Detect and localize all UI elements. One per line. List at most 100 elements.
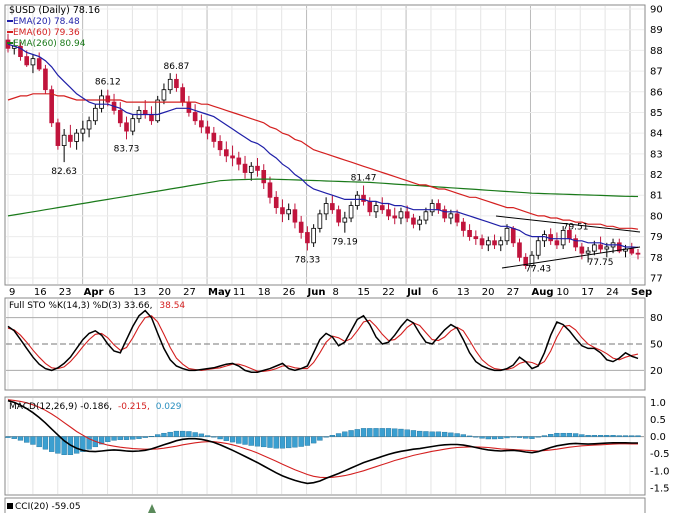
y-tick-label: 83 bbox=[650, 149, 663, 160]
candle-body bbox=[43, 68, 48, 91]
macd-histogram-bar bbox=[298, 436, 304, 447]
macd-histogram-bar bbox=[192, 432, 198, 437]
x-tick-label: Apr bbox=[84, 287, 104, 298]
sto-k-line bbox=[7, 309, 639, 373]
macd-histogram-bar bbox=[535, 436, 541, 438]
macd-histogram-bar bbox=[80, 436, 86, 452]
macd-histogram-bar bbox=[429, 431, 435, 437]
candle-body bbox=[323, 203, 329, 215]
macd-histogram-bar bbox=[417, 430, 423, 437]
x-tick-label: 15 bbox=[357, 287, 370, 298]
macd-histogram-bar bbox=[348, 430, 354, 437]
macd-histogram-bar bbox=[179, 430, 186, 437]
candle-body bbox=[61, 134, 67, 146]
candle-body bbox=[261, 169, 267, 184]
candle-body bbox=[267, 182, 273, 198]
candle-body bbox=[367, 201, 373, 213]
macd-histogram-bar bbox=[273, 436, 279, 449]
x-tick-label: 8 bbox=[332, 287, 338, 298]
macd-histogram-bar bbox=[466, 435, 473, 437]
macd-histogram-bar bbox=[404, 429, 410, 437]
cci-legend: CCI(20) -59.05 bbox=[7, 502, 81, 512]
macd-histogram-bar bbox=[173, 430, 180, 437]
candle-body bbox=[379, 205, 385, 211]
x-tick-label: 22 bbox=[382, 287, 395, 298]
candle-body bbox=[205, 126, 210, 134]
macd-histogram-bar bbox=[491, 436, 498, 440]
macd-histogram-bar bbox=[604, 435, 610, 437]
candle-body bbox=[573, 238, 578, 248]
candle-body bbox=[498, 240, 504, 246]
candle-body bbox=[592, 244, 597, 252]
macd-histogram-bar bbox=[454, 433, 460, 437]
candle-body bbox=[423, 211, 429, 221]
x-tick-label: Aug bbox=[531, 287, 553, 298]
macd-histogram-bar bbox=[304, 436, 311, 446]
candle-body bbox=[124, 122, 129, 132]
candle-body bbox=[292, 209, 298, 223]
candle-body bbox=[286, 209, 292, 215]
macd-histogram-bar bbox=[629, 435, 635, 437]
candle-body bbox=[93, 107, 98, 122]
sto-d-line bbox=[7, 315, 639, 372]
svg-text:Full STO %K(14,3) %D(3) 33.66,: Full STO %K(14,3) %D(3) 33.66, 38.54 bbox=[9, 301, 185, 311]
macd-histogram-bar bbox=[310, 436, 317, 444]
macd-histogram-bar bbox=[55, 436, 61, 454]
candle-body bbox=[404, 211, 410, 219]
price-annotation: 77.43 bbox=[525, 264, 551, 274]
candle-body bbox=[298, 221, 304, 233]
macd-histogram-bar bbox=[373, 428, 379, 437]
ema20-line bbox=[7, 43, 639, 248]
x-tick-label: 20 bbox=[482, 287, 495, 298]
macd-histogram-bar bbox=[117, 436, 123, 440]
candle-body bbox=[342, 217, 348, 223]
macd-histogram-bar bbox=[24, 436, 30, 443]
x-tick-label: 17 bbox=[581, 287, 594, 298]
macd-histogram-bar bbox=[342, 431, 348, 437]
macd-histogram-bar bbox=[292, 436, 298, 448]
candle-body bbox=[392, 215, 398, 219]
price-annotation: 79.19 bbox=[332, 238, 358, 248]
macd-histogram-bar bbox=[329, 435, 336, 437]
candle-body bbox=[161, 89, 167, 101]
y-tick-label: 86 bbox=[650, 87, 663, 98]
y-tick-label: 85 bbox=[650, 108, 663, 119]
macd-histogram-bar bbox=[516, 436, 523, 438]
macd-histogram-bar bbox=[448, 432, 454, 437]
macd-legend: MACD(12,26,9) -0.186, -0.215, 0.029 bbox=[9, 402, 182, 412]
macd-histogram-bar bbox=[510, 436, 516, 438]
macd-histogram-bar bbox=[248, 436, 254, 446]
ema20-legend-label: EMA(20) 78.48 bbox=[13, 17, 80, 27]
candle-body bbox=[579, 246, 585, 254]
macd-histogram-bar bbox=[591, 435, 598, 437]
candle-body bbox=[174, 78, 179, 89]
macd-histogram-bar bbox=[267, 436, 273, 448]
macd-histogram-bar bbox=[379, 428, 385, 437]
y-tick-label: 81 bbox=[650, 191, 663, 202]
price-annotation: 81.47 bbox=[351, 174, 377, 184]
x-tick-label: 24 bbox=[606, 287, 619, 298]
candle-body bbox=[68, 134, 73, 142]
macd-histogram-bar bbox=[11, 436, 17, 439]
macd-histogram-bar bbox=[367, 428, 373, 437]
candle-body bbox=[361, 194, 366, 202]
price-annotation: 79.51 bbox=[563, 223, 589, 233]
candle-body bbox=[311, 227, 316, 244]
cci-legend-label: CCI(20) -59.05 bbox=[15, 502, 81, 512]
price-annotation: 86.12 bbox=[95, 78, 121, 88]
candle-body bbox=[348, 205, 354, 219]
y-tick-label: 88 bbox=[650, 46, 663, 57]
macd-histogram-bar bbox=[48, 436, 55, 452]
y-tick-label: 78 bbox=[650, 253, 663, 264]
sto-legend-d: 38.54 bbox=[159, 301, 185, 311]
candle-body bbox=[317, 213, 323, 229]
macd-histogram-bar bbox=[566, 432, 573, 437]
macd-tick-label: 0.5 bbox=[650, 415, 666, 426]
candle-body bbox=[492, 240, 497, 246]
candle-body bbox=[398, 211, 404, 219]
macd-histogram-bar bbox=[616, 435, 622, 437]
macd-line bbox=[7, 399, 638, 485]
macd-histogram-bar bbox=[585, 435, 591, 437]
macd-histogram-bar bbox=[360, 428, 367, 437]
candle-body bbox=[336, 209, 341, 223]
